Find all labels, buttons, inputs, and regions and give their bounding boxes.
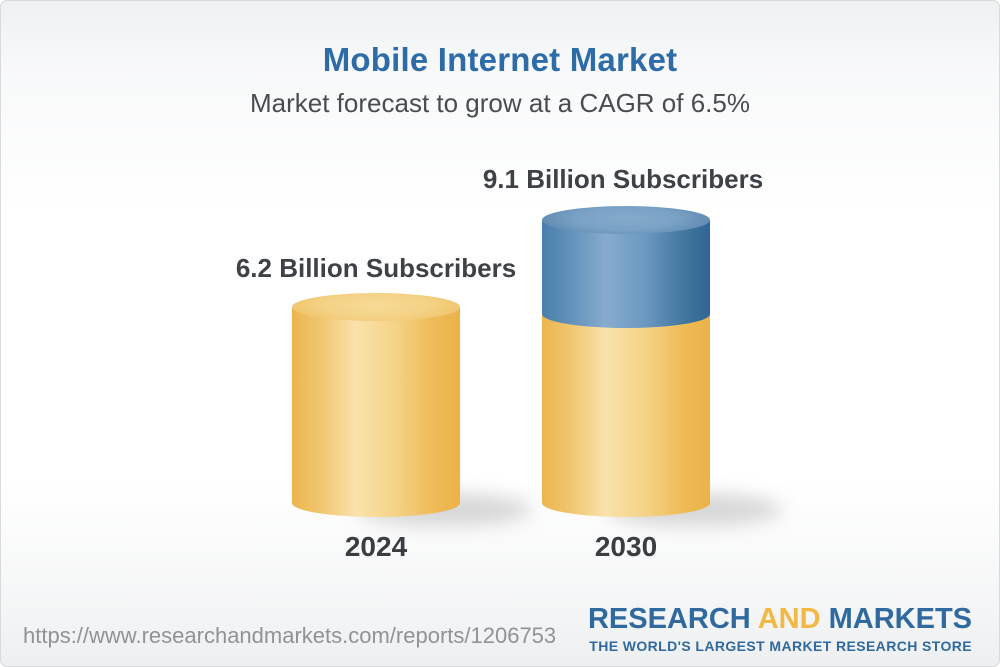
report-url-link[interactable]: https://www.researchandmarkets.com/repor… [23, 623, 557, 648]
logo-word-markets: MARKETS [828, 603, 972, 635]
axis-label-2024: 2024 [344, 531, 408, 562]
logo-wordmark: RESEARCH AND MARKETS [588, 605, 972, 634]
cylinder-top-2024 [292, 293, 460, 321]
researchandmarkets-logo: RESEARCH AND MARKETS THE WORLD'S LARGEST… [588, 605, 972, 655]
logo-word-research: RESEARCH [587, 603, 751, 635]
axis-label-2030: 2030 [594, 531, 658, 562]
bar-cylinder-2030 [542, 206, 710, 523]
bar-value-label-2030: 9.1 Billion Subscribers [482, 164, 764, 194]
page-title: Mobile Internet Market [322, 41, 678, 78]
subscribers-growth-segment-2030 [542, 220, 710, 328]
logo-word-and: AND [757, 603, 821, 635]
bar-cylinder-2024 [292, 293, 460, 523]
bar-value-label-2024: 6.2 Billion Subscribers [235, 253, 517, 283]
logo-tagline: THE WORLD'S LARGEST MARKET RESEARCH STOR… [589, 638, 972, 654]
subscribers-base-segment-2030 [542, 314, 710, 517]
page-subtitle: Market forecast to grow at a CAGR of 6.5… [250, 88, 750, 118]
cylinder-top-2030 [542, 206, 710, 234]
subscribers-segment-2024 [292, 307, 460, 517]
